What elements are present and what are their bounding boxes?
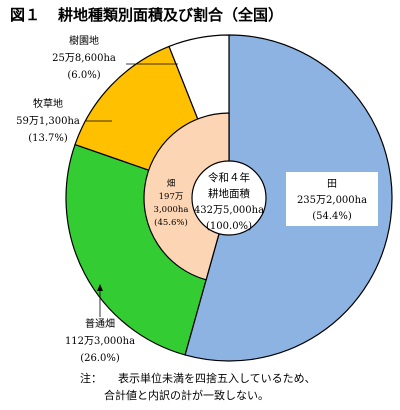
slice-label-field-name: 畑 [167,179,176,189]
center-total-area: 432万5,000ha [194,205,264,216]
slice-label-upland-pct: (26.0%) [80,353,120,364]
slice-label-rice-name: 田 [327,179,337,190]
slice-label-field-area-2: 3,000ha [154,205,189,215]
slice-label-field-area-1: 197万 [159,192,184,202]
chart-title: 図１ 耕地種類別面積及び割合（全国） [10,4,283,25]
upland-leader-arrow [97,284,103,291]
note-line-2: 合計値と内訳の計が一致しない。 [104,389,269,402]
center-label-2: 耕地面積 [208,187,250,200]
note-head: 注： [80,372,102,385]
slice-label-orchard-name: 樹園地 [69,34,99,47]
slice-label-rice-area: 235万2,000ha [297,195,367,206]
center-circle [191,160,267,236]
slice-label-upland-area: 112万3,000ha [65,336,135,347]
slice-label-pasture-pct: (13.7%) [28,133,68,144]
slice-label-field-pct: (45.6%) [154,217,188,228]
note-line-1: 表示単位未満を四捨五入しているため、 [118,372,316,385]
footnote: 注： 表示単位未満を四捨五入しているため、 合計値と内訳の計が一致しない。 [80,370,316,404]
center-label-1: 令和４年 [208,171,250,184]
slice-label-pasture-name: 牧草地 [33,97,63,110]
slice-label-upland-name: 普通畑 [85,317,115,330]
pie-chart: 令和４年 耕地面積 432万5,000ha (100.0%) 田 235万2,0… [16,34,393,364]
slice-field-inner [143,112,230,281]
figure-number: 図１ [10,6,41,24]
slice-label-orchard-pct: (6.0%) [67,70,100,81]
center-total-pct: (100.0%) [206,221,252,232]
slice-label-pasture-area: 59万1,300ha [16,116,80,127]
figure-title: 耕地種類別面積及び割合（全国） [58,6,284,24]
slice-label-orchard-area: 25万8,600ha [52,53,116,64]
slice-label-rice-pct: (54.4%) [312,211,352,222]
rice-label-box [286,172,378,226]
